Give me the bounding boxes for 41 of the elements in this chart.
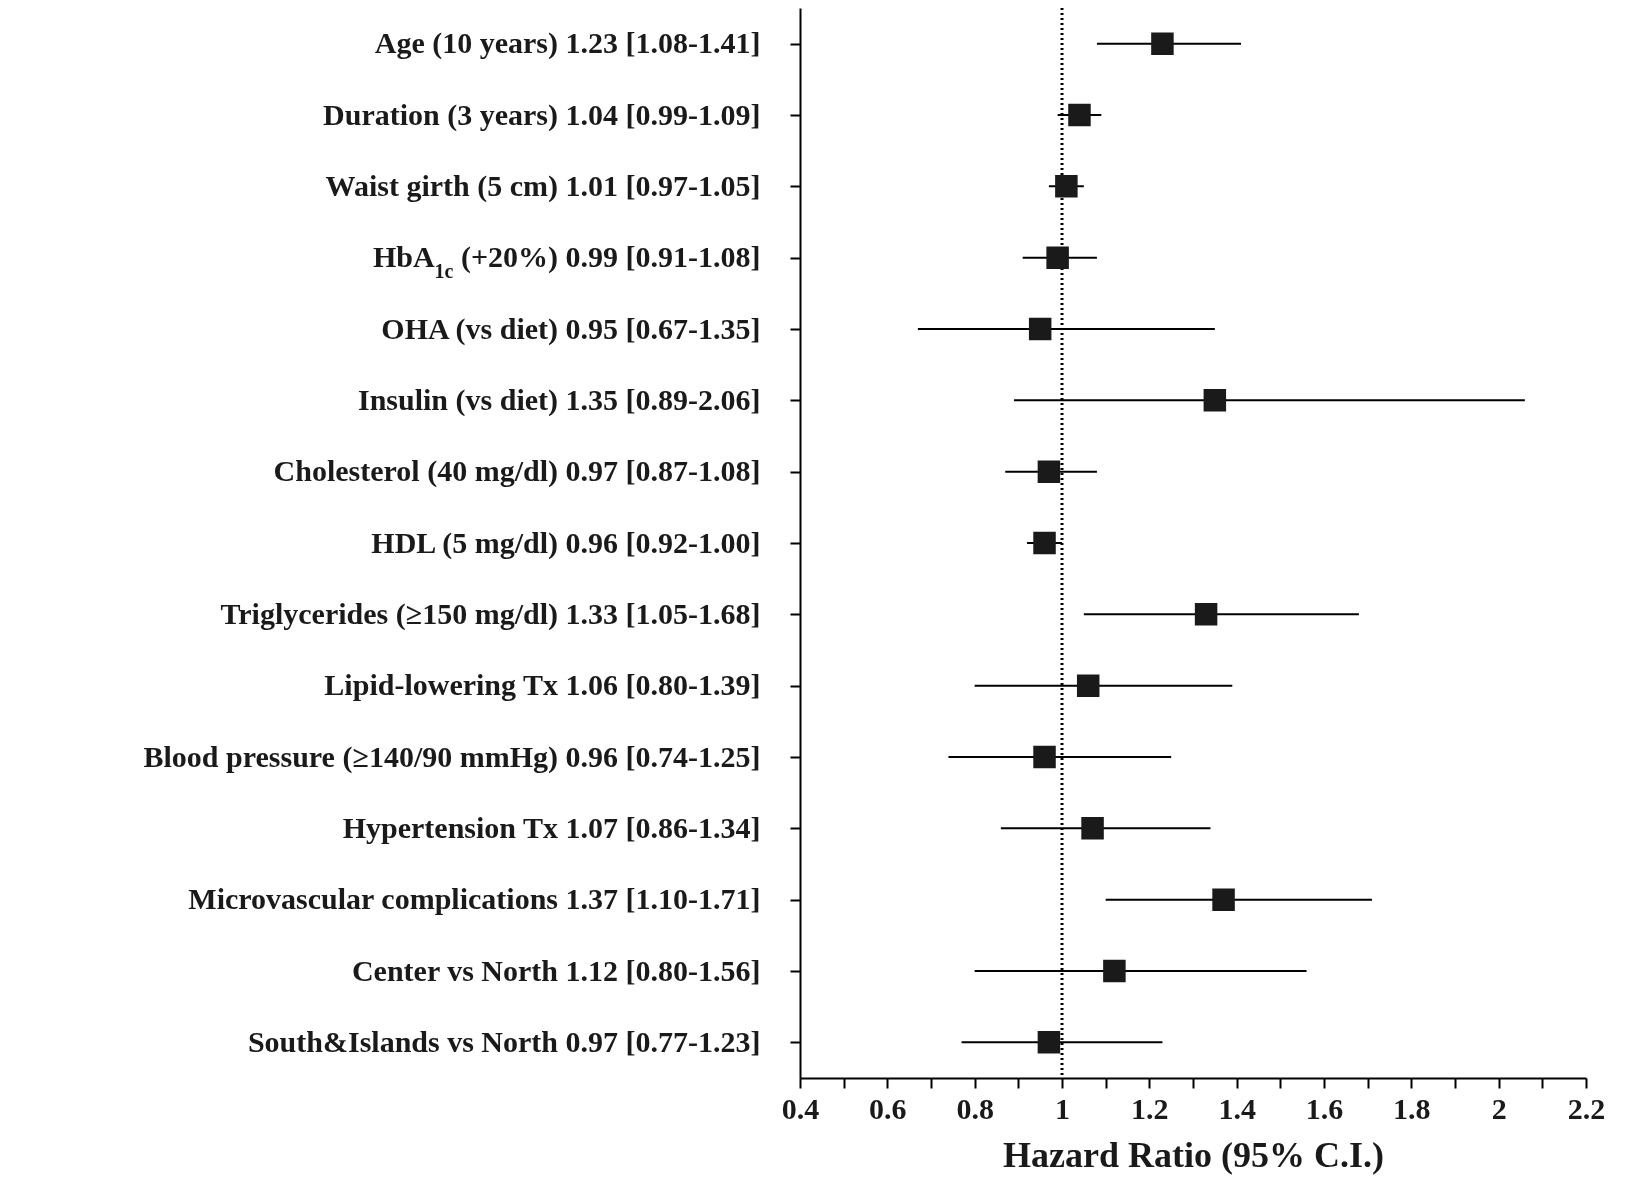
x-tick-label: 1.4	[1218, 1091, 1256, 1125]
y-tick-label: Microvascular complications 1.37 [1.10-1.71]	[188, 882, 761, 916]
point	[1076, 674, 1100, 697]
y-tick-label: South&Islands vs North 0.97 [0.77-1.23]	[247, 1024, 761, 1058]
point	[1212, 888, 1235, 911]
y-tick-label: HbA$_{1c}$ (+20%) 0.99 [0.91-1.08]	[372, 240, 761, 283]
x-tick-label: 0.8	[956, 1091, 994, 1125]
x-tick-label: 1.6	[1305, 1091, 1344, 1125]
point	[1055, 175, 1078, 198]
point	[1203, 389, 1227, 412]
y-tick-label: Insulin (vs diet) 1.35 [0.89-2.06]	[357, 382, 761, 417]
y-tick-label: Age (10 years) 1.23 [1.08-1.41]	[374, 26, 761, 61]
point	[1033, 531, 1056, 555]
x-tick-label: 2.2	[1567, 1091, 1606, 1125]
y-tick-label: Lipid-lowering Tx 1.06 [0.80-1.39]	[324, 668, 761, 702]
x-tick-label: 0.6	[869, 1091, 907, 1125]
point	[1151, 32, 1174, 55]
y-tick-label: HDL (5 mg/dl) 0.96 [0.92-1.00]	[371, 525, 761, 560]
x-tick-label: 2	[1491, 1091, 1507, 1125]
point	[1194, 603, 1218, 626]
x-tick-label: 0.4	[781, 1091, 820, 1125]
point	[1046, 246, 1069, 269]
y-tick-label: Hypertension Tx 1.07 [0.86-1.34]	[342, 810, 761, 844]
point	[1037, 460, 1061, 483]
y-tick-label: OHA (vs diet) 0.95 [0.67-1.35]	[381, 311, 761, 346]
x-tick-label: 1.8	[1393, 1091, 1431, 1125]
y-tick-label: Triglycerides (≥150 mg/dl) 1.33 [1.05-1.68]	[220, 596, 761, 631]
x-tick-label: 1	[1055, 1091, 1070, 1125]
point	[1037, 1031, 1061, 1054]
x-axis-title: Hazard Ratio (95% C.I.)	[1003, 1134, 1384, 1175]
y-tick-label: Duration (3 years) 1.04 [0.99-1.09]	[323, 97, 761, 132]
point	[1103, 959, 1126, 983]
point	[1081, 817, 1104, 840]
y-tick-label: Blood pressure (≥140/90 mmHg) 0.96 [0.74-1.25]	[143, 739, 761, 774]
point	[1028, 317, 1052, 341]
point	[1033, 745, 1056, 769]
y-tick-label: Waist girth (5 cm) 1.01 [0.97-1.05]	[325, 168, 761, 203]
y-tick-label: Center vs North 1.12 [0.80-1.56]	[351, 953, 761, 987]
x-tick-label: 1.2	[1131, 1091, 1169, 1125]
y-tick-label: Cholesterol (40 mg/dl) 0.97 [0.87-1.08]	[273, 454, 761, 489]
point	[1068, 103, 1091, 127]
